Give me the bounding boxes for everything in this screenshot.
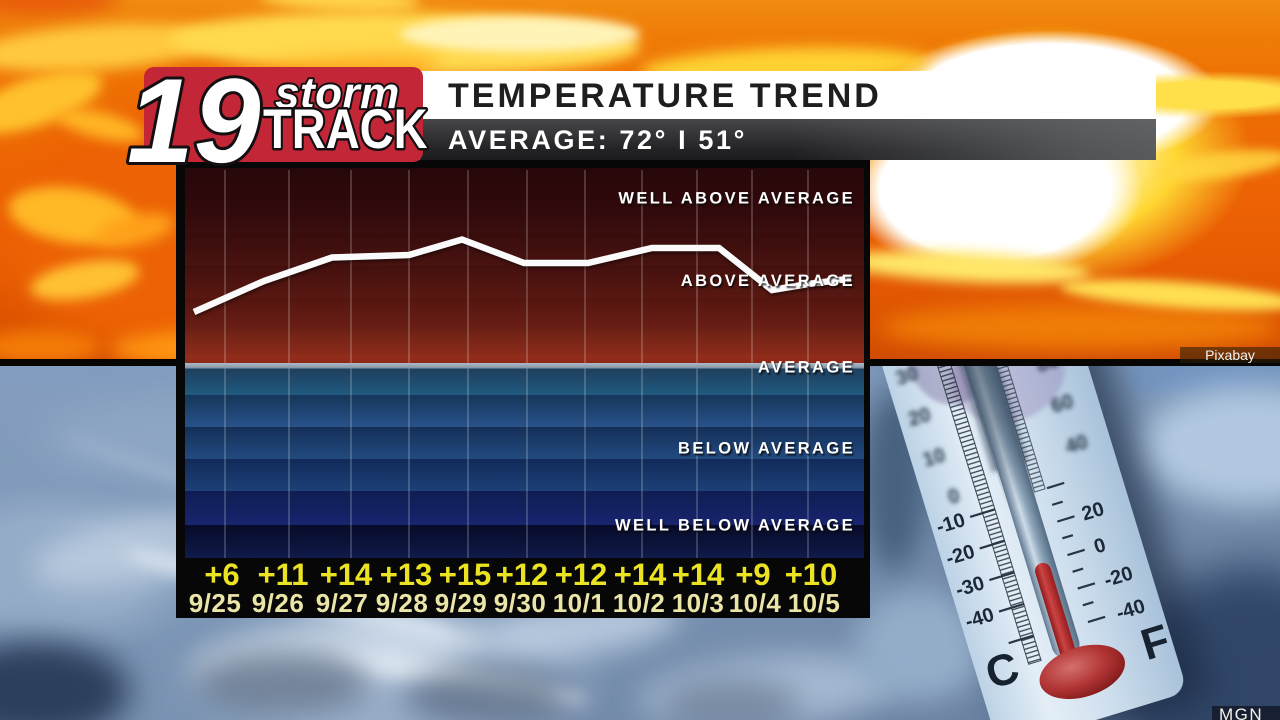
- svg-text:+11: +11: [258, 557, 309, 592]
- svg-text:9/27: 9/27: [316, 588, 369, 618]
- svg-text:+15: +15: [439, 557, 492, 592]
- svg-text:+6: +6: [204, 557, 239, 592]
- svg-text:TRACK: TRACK: [263, 97, 428, 160]
- svg-text:10/5: 10/5: [788, 588, 841, 618]
- svg-text:ABOVE AVERAGE: ABOVE AVERAGE: [681, 272, 855, 290]
- svg-text:+14: +14: [672, 557, 725, 592]
- svg-text:WELL ABOVE AVERAGE: WELL ABOVE AVERAGE: [618, 190, 855, 208]
- svg-text:WELL BELOW AVERAGE: WELL BELOW AVERAGE: [615, 517, 855, 535]
- svg-text:+12: +12: [555, 557, 608, 592]
- svg-text:+13: +13: [380, 557, 433, 592]
- svg-text:10/4: 10/4: [729, 588, 782, 618]
- svg-text:9/25: 9/25: [189, 588, 242, 618]
- svg-text:9/28: 9/28: [376, 588, 429, 618]
- svg-text:+10: +10: [785, 557, 838, 592]
- svg-text:+9: +9: [735, 557, 770, 592]
- svg-text:+12: +12: [496, 557, 549, 592]
- svg-text:9/30: 9/30: [494, 588, 547, 618]
- svg-text:BELOW AVERAGE: BELOW AVERAGE: [678, 440, 855, 458]
- svg-text:9/29: 9/29: [435, 588, 488, 618]
- svg-text:storm: storm: [275, 69, 400, 118]
- svg-text:AVERAGE: AVERAGE: [758, 359, 855, 377]
- svg-text:+14: +14: [320, 557, 373, 592]
- svg-text:10/1: 10/1: [553, 588, 606, 618]
- svg-text:30: 30: [893, 366, 921, 390]
- svg-text:19: 19: [127, 55, 261, 180]
- svg-text:+14: +14: [614, 557, 667, 592]
- svg-text:10/2: 10/2: [613, 588, 666, 618]
- svg-text:10/3: 10/3: [672, 588, 725, 618]
- svg-text:80: 80: [1034, 366, 1062, 377]
- svg-text:9/26: 9/26: [252, 588, 305, 618]
